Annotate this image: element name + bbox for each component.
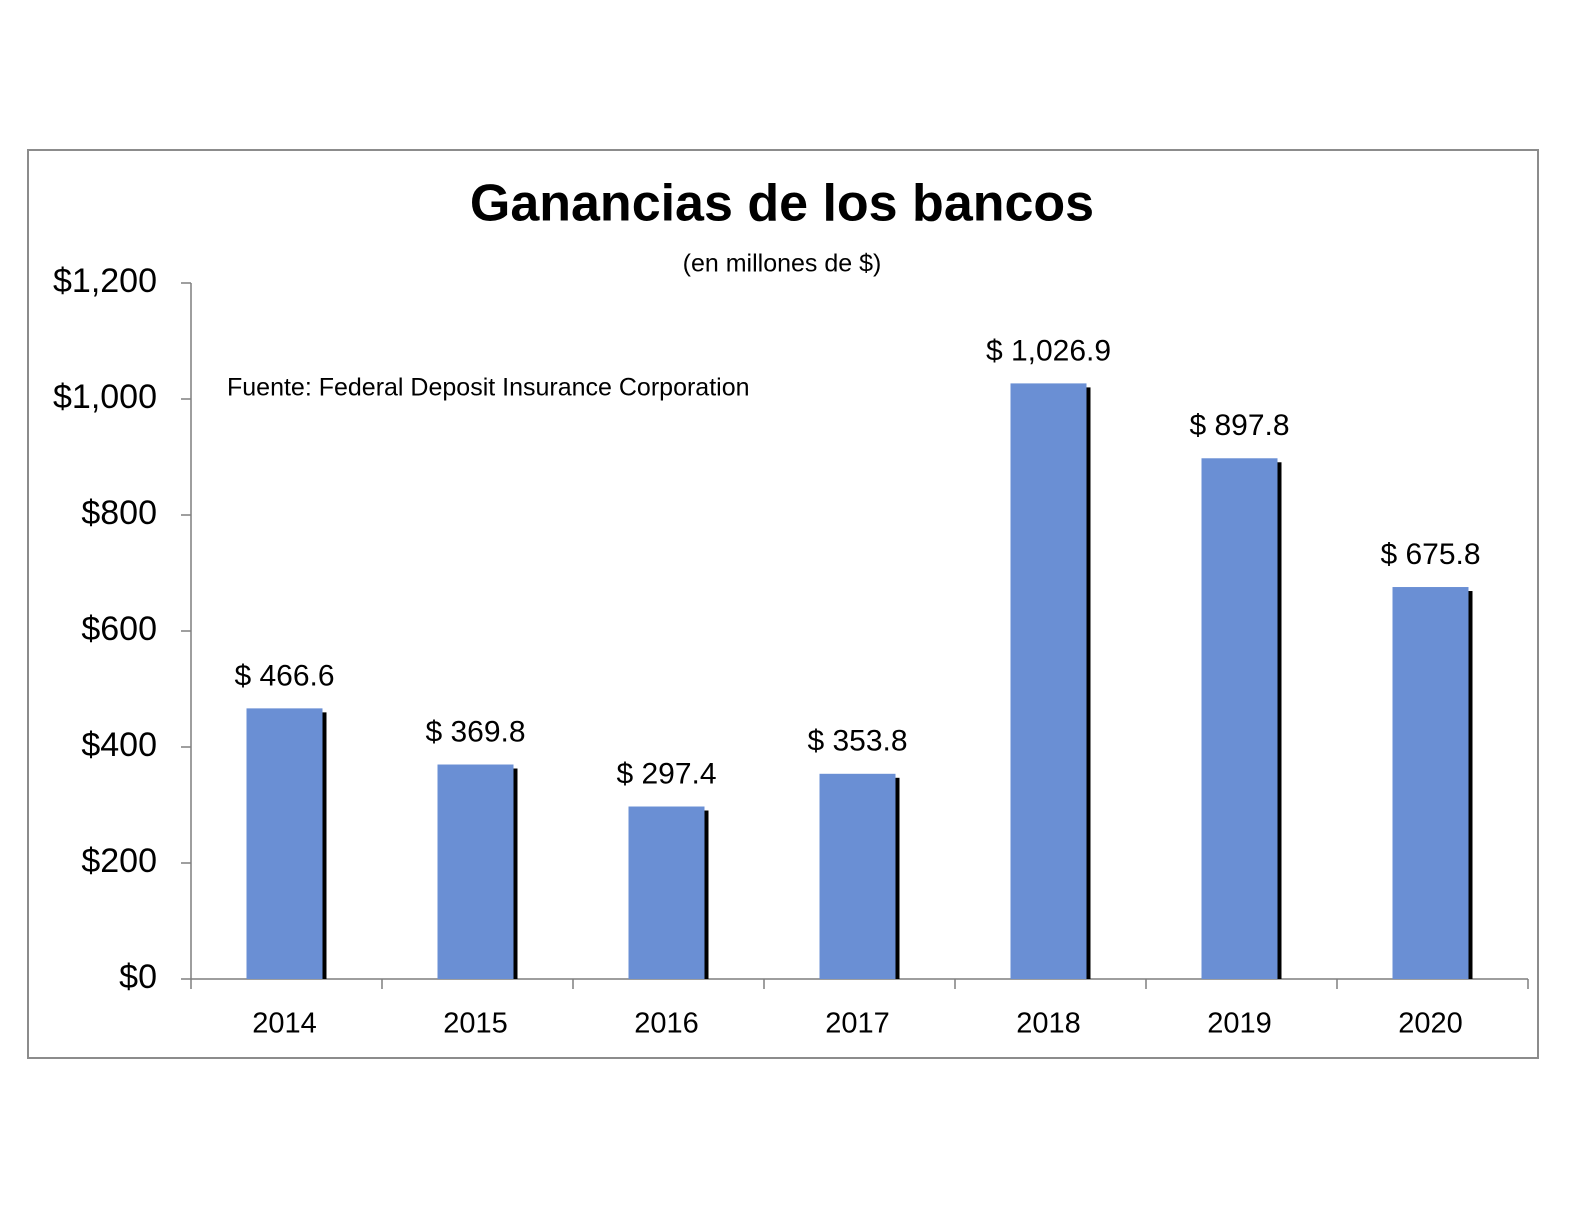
x-tick-label: 2020	[1398, 1008, 1463, 1040]
bar	[819, 773, 896, 979]
x-tick-label: 2017	[825, 1008, 890, 1040]
value-label: $ 466.6	[234, 659, 334, 692]
y-tick-label: $1,200	[53, 262, 157, 300]
chart-title: Ganancias de los bancos	[470, 175, 1094, 233]
chart-subtitle: (en millones de $)	[683, 250, 882, 278]
x-tick-label: 2016	[634, 1008, 699, 1040]
bar	[628, 806, 705, 979]
bar	[1010, 383, 1087, 979]
bar	[1392, 587, 1469, 979]
value-label: $ 1,026.9	[986, 334, 1111, 367]
value-label: $ 369.8	[425, 715, 525, 748]
value-label: $ 353.8	[807, 725, 907, 758]
bar	[1201, 458, 1278, 979]
value-label: $ 297.4	[616, 757, 716, 790]
y-tick-label: $1,000	[53, 378, 157, 416]
bar	[437, 764, 514, 979]
y-tick-label: $600	[81, 610, 157, 648]
bar	[246, 708, 323, 979]
y-tick-label: $800	[81, 494, 157, 532]
x-tick-label: 2018	[1016, 1008, 1081, 1040]
x-tick-label: 2019	[1207, 1008, 1272, 1040]
x-tick-label: 2015	[443, 1008, 508, 1040]
y-tick-label: $400	[81, 726, 157, 764]
y-tick-label: $200	[81, 842, 157, 880]
value-label: $ 897.8	[1189, 409, 1289, 442]
annotation: Fuente: Federal Deposit Insurance Corpor…	[227, 374, 750, 402]
value-label: $ 675.8	[1380, 538, 1480, 571]
x-tick-label: 2014	[252, 1008, 317, 1040]
y-tick-label: $0	[119, 958, 157, 996]
